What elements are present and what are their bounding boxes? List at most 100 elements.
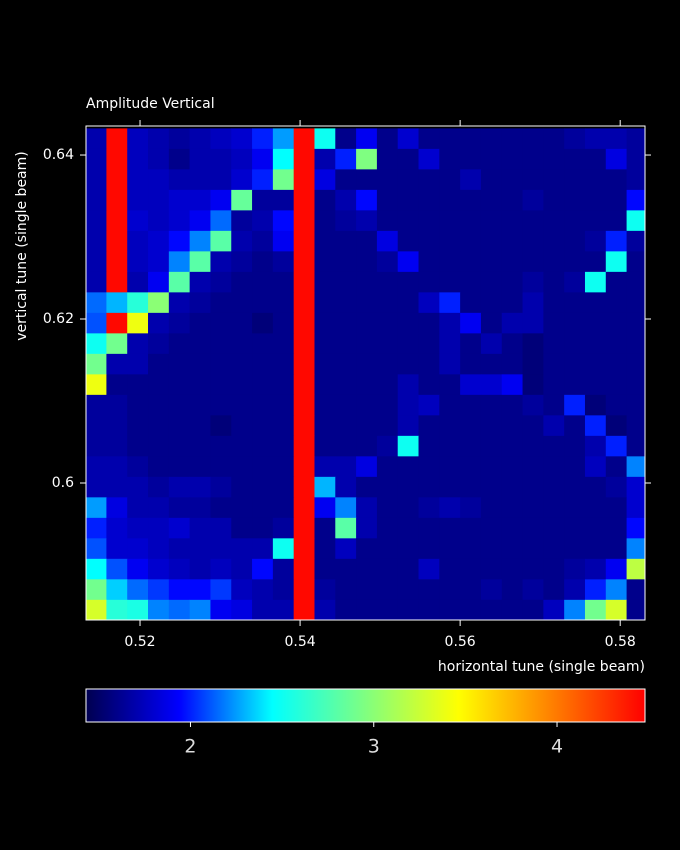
heatmap-cell (231, 394, 253, 416)
heatmap-cell (480, 189, 503, 211)
heatmap-cell (522, 189, 544, 211)
heatmap-cell (626, 148, 646, 170)
heatmap-cell (272, 435, 295, 457)
heatmap-cell (480, 148, 503, 170)
heatmap-cell (148, 169, 170, 191)
heatmap-cell (418, 210, 440, 232)
heatmap-cell (127, 148, 149, 170)
heatmap-cell (605, 210, 627, 232)
heatmap-cell (376, 456, 399, 478)
heatmap-cell (189, 497, 211, 519)
heatmap-cell (252, 538, 274, 560)
heatmap-cell (501, 312, 523, 334)
heatmap-cell (189, 456, 211, 478)
colorbar-tick-label: 2 (184, 736, 196, 758)
heatmap-cell (293, 271, 315, 293)
chart-title: Amplitude Vertical (86, 96, 215, 112)
heatmap-cell (480, 476, 503, 498)
heatmap-cell (460, 251, 482, 273)
heatmap-cell (376, 230, 399, 252)
heatmap-cell (127, 497, 149, 519)
heatmap-cell (584, 374, 607, 396)
heatmap-cell (376, 251, 399, 273)
heatmap-cell (376, 169, 399, 191)
heatmap-cell (522, 538, 544, 560)
heatmap-cell (356, 210, 378, 232)
heatmap-cell (356, 394, 378, 416)
heatmap-cell (356, 271, 378, 293)
heatmap-cell (293, 599, 315, 621)
heatmap-cell (397, 251, 419, 273)
heatmap-cell (501, 374, 523, 396)
heatmap-cell (480, 353, 503, 375)
heatmap-cell (480, 497, 503, 519)
heatmap-cell (439, 148, 461, 170)
heatmap-cell (564, 230, 586, 252)
heatmap-cell (272, 538, 295, 560)
heatmap-cell (626, 333, 646, 355)
colorbar-tick-label: 3 (368, 736, 380, 758)
heatmap-cell (86, 148, 107, 170)
heatmap-cell (564, 292, 586, 314)
heatmap-cell (293, 128, 315, 150)
heatmap-cell (480, 456, 503, 478)
heatmap-cell (148, 128, 170, 150)
heatmap-cell (418, 476, 440, 498)
heatmap-cell (439, 435, 461, 457)
heatmap-cell (335, 435, 357, 457)
heatmap-cell (522, 128, 544, 150)
heatmap-cell (272, 189, 295, 211)
heatmap-cell (439, 579, 461, 601)
heatmap-cell (86, 497, 107, 519)
heatmap-cell (480, 538, 503, 560)
heatmap-cell (106, 456, 128, 478)
heatmap-cell (127, 517, 149, 539)
heatmap-cell (376, 189, 399, 211)
heatmap-cell (460, 169, 482, 191)
heatmap-cell (293, 292, 315, 314)
heatmap-cell (439, 374, 461, 396)
heatmap-cell (210, 456, 232, 478)
heatmap-cell (543, 128, 565, 150)
heatmap-cell (148, 374, 170, 396)
heatmap-cell (356, 189, 378, 211)
x-tick-label: 0.58 (605, 634, 636, 650)
heatmap-cell (189, 538, 211, 560)
heatmap-cell (252, 517, 274, 539)
heatmap-cell (210, 579, 232, 601)
heatmap-cell (210, 169, 232, 191)
heatmap-cell (626, 497, 646, 519)
heatmap-cell (543, 271, 565, 293)
heatmap-cell (314, 435, 336, 457)
heatmap-cell (272, 271, 295, 293)
heatmap-cell (106, 148, 128, 170)
heatmap-cell (460, 333, 482, 355)
heatmap-cell (418, 456, 440, 478)
heatmap-cell (335, 599, 357, 621)
heatmap-cell (480, 579, 503, 601)
heatmap-cell (272, 517, 295, 539)
heatmap-cell (397, 538, 419, 560)
heatmap-cell (231, 517, 253, 539)
heatmap-cell (564, 312, 586, 334)
heatmap-cell (86, 251, 107, 273)
heatmap-cell (439, 394, 461, 416)
heatmap-cell (501, 497, 523, 519)
heatmap-cell (231, 251, 253, 273)
heatmap-cell (127, 169, 149, 191)
heatmap-cell (231, 271, 253, 293)
heatmap-cell (127, 538, 149, 560)
heatmap-cell (86, 394, 107, 416)
heatmap-cell (252, 435, 274, 457)
heatmap-cell (564, 415, 586, 437)
heatmap-cell (106, 312, 128, 334)
heatmap-cell (272, 558, 295, 580)
heatmap-cell (231, 476, 253, 498)
heatmap-cell (231, 435, 253, 457)
heatmap-cell (584, 230, 607, 252)
heatmap-cell (210, 394, 232, 416)
heatmap-cell (168, 312, 191, 334)
heatmap-cell (501, 435, 523, 457)
heatmap-cell (127, 579, 149, 601)
